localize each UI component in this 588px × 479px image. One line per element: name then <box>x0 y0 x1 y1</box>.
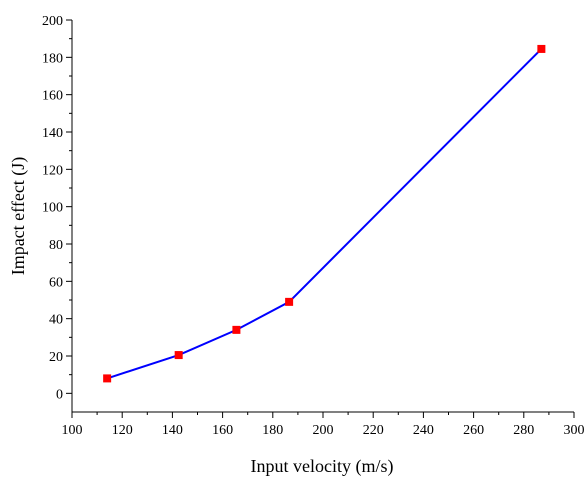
axes: 100 120 140 160 180 200 220 240 260 280 300 0 20 40 60… <box>42 14 585 438</box>
data-point <box>537 44 546 53</box>
y-tick-label: 60 <box>49 275 63 290</box>
x-axis-title: Input velocity (m/s) <box>251 456 394 477</box>
data-point <box>232 325 241 334</box>
x-tick-label: 260 <box>463 423 484 438</box>
x-tick-label: 200 <box>313 423 334 438</box>
x-tick-label: 220 <box>363 423 384 438</box>
y-tick-label: 100 <box>42 201 63 216</box>
y-tick-label: 20 <box>49 350 63 365</box>
y-axis-title: Impact effect (J) <box>8 157 29 276</box>
y-tick-label: 80 <box>49 238 63 253</box>
y-tick-label: 40 <box>49 313 63 328</box>
x-tick-label: 160 <box>212 423 233 438</box>
x-tick-label: 100 <box>62 423 83 438</box>
y-tick-label: 160 <box>42 89 63 104</box>
y-tick-label: 140 <box>42 126 63 141</box>
y-tick-label: 180 <box>42 51 63 66</box>
series-group <box>103 44 546 383</box>
x-tick-label: 120 <box>112 423 133 438</box>
data-point <box>174 351 183 360</box>
x-tick-label: 240 <box>413 423 434 438</box>
y-tick-label: 120 <box>42 163 63 178</box>
x-tick-label: 300 <box>564 423 585 438</box>
x-tick-label: 280 <box>513 423 534 438</box>
x-tick-label: 140 <box>162 423 183 438</box>
data-point <box>285 297 294 306</box>
series-line <box>106 48 543 380</box>
x-tick-label: 180 <box>262 423 283 438</box>
y-tick-label: 0 <box>56 387 63 402</box>
data-point <box>103 374 112 383</box>
y-tick-label: 200 <box>42 14 63 29</box>
